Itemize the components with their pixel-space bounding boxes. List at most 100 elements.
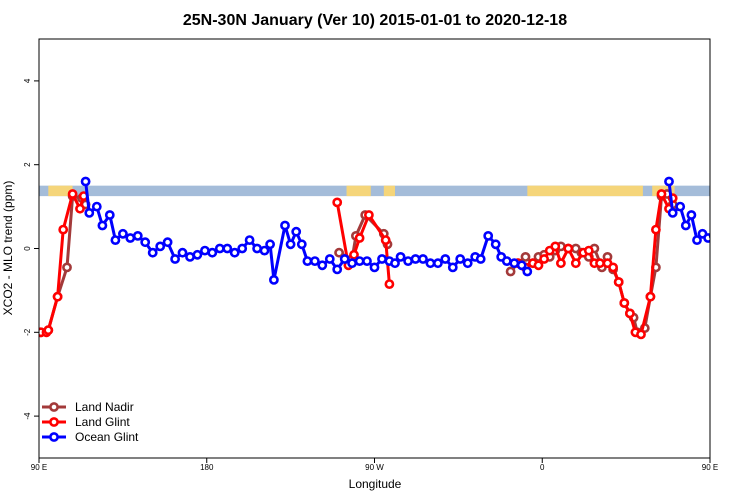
data-point — [721, 249, 728, 256]
data-point — [140, 237, 151, 248]
data-point — [349, 249, 359, 260]
y-tick-label: 2 — [23, 162, 32, 167]
data-point — [505, 266, 516, 277]
land-band — [527, 185, 643, 197]
data-point — [259, 245, 270, 256]
land-band — [346, 185, 371, 197]
series-line — [40, 194, 87, 334]
data-point — [583, 245, 594, 256]
data-point — [369, 262, 380, 273]
data-point — [490, 239, 501, 250]
data-point — [91, 201, 102, 212]
data-point — [317, 260, 328, 271]
data-point — [619, 298, 630, 308]
data-point — [62, 262, 72, 273]
data-point — [363, 210, 374, 220]
data-point — [556, 258, 566, 269]
data-point — [520, 251, 531, 262]
data-point — [636, 329, 646, 340]
data-point — [222, 243, 233, 254]
data-point — [733, 239, 740, 246]
data-point — [462, 258, 473, 269]
plot-frame — [38, 38, 711, 459]
data-point — [155, 241, 166, 252]
y-tick-label: 4 — [23, 78, 32, 83]
data-point — [539, 254, 549, 264]
data-point — [84, 207, 95, 218]
data-point — [475, 254, 486, 264]
data-point — [440, 254, 451, 264]
data-point — [516, 260, 527, 271]
data-point — [296, 239, 307, 250]
land-ocean-strip — [39, 185, 710, 197]
data-point — [522, 266, 533, 277]
data-point — [410, 254, 421, 264]
data-point — [664, 176, 674, 187]
data-point — [390, 258, 400, 269]
legend-swatch-marker — [49, 402, 59, 412]
data-point — [727, 243, 734, 250]
data-point — [170, 254, 180, 264]
data-point — [324, 254, 335, 264]
data-point — [285, 239, 296, 250]
y-axis-label: XCO2 - MLO trend (ppm) — [1, 181, 15, 316]
data-point — [125, 233, 136, 243]
data-point — [550, 241, 561, 252]
data-point — [177, 247, 188, 258]
legend-label: Ocean Glint — [75, 430, 139, 444]
series-line — [40, 192, 86, 334]
data-point — [651, 224, 661, 235]
chart-title: 25N-30N January (Ver 10) 2015-01-01 to 2… — [183, 12, 567, 29]
data-point — [418, 254, 428, 264]
data-point — [332, 197, 343, 208]
data-point — [447, 262, 458, 273]
legend-swatch-marker — [49, 432, 59, 442]
ocean-band — [39, 185, 710, 197]
data-point — [80, 176, 91, 187]
data-point — [703, 233, 710, 243]
x-axis-label: Longitude — [349, 477, 402, 491]
data-point — [339, 254, 350, 264]
data-point — [570, 258, 581, 269]
data-point — [656, 189, 667, 199]
data-point — [716, 239, 723, 246]
data-point — [132, 230, 143, 241]
x-tick-label: 90 E — [31, 463, 47, 472]
data-point — [533, 260, 544, 271]
land-band — [48, 185, 73, 197]
data-point — [291, 226, 302, 237]
data-point — [483, 230, 494, 241]
data-point — [563, 243, 574, 254]
data-point — [147, 247, 158, 258]
data-point — [67, 189, 78, 199]
data-point — [309, 256, 320, 266]
data-point — [347, 258, 357, 269]
y-tick-label: -4 — [23, 412, 32, 420]
data-point — [692, 235, 702, 245]
series-group — [39, 176, 740, 340]
data-point — [332, 264, 343, 275]
y-axis: -4 -2 0 2 4 — [23, 78, 39, 420]
x-tick-label: 0 — [540, 463, 545, 472]
data-point — [395, 251, 406, 262]
data-point — [52, 291, 63, 302]
data-point — [455, 254, 466, 264]
data-point — [667, 207, 678, 218]
data-point — [432, 258, 443, 269]
data-point — [118, 228, 128, 239]
legend-label: Land Glint — [75, 415, 130, 429]
data-point — [110, 235, 121, 245]
data-point — [425, 258, 436, 269]
data-point — [595, 258, 605, 269]
x-axis: 90 E 180 90 W 0 90 E — [31, 458, 718, 472]
data-point — [280, 220, 290, 231]
data-point — [501, 256, 512, 266]
data-point — [613, 277, 624, 287]
data-point — [608, 262, 618, 273]
data-point — [237, 243, 248, 254]
data-point — [265, 239, 275, 250]
x-tick-label: 90 W — [365, 463, 384, 472]
data-point — [686, 210, 697, 220]
